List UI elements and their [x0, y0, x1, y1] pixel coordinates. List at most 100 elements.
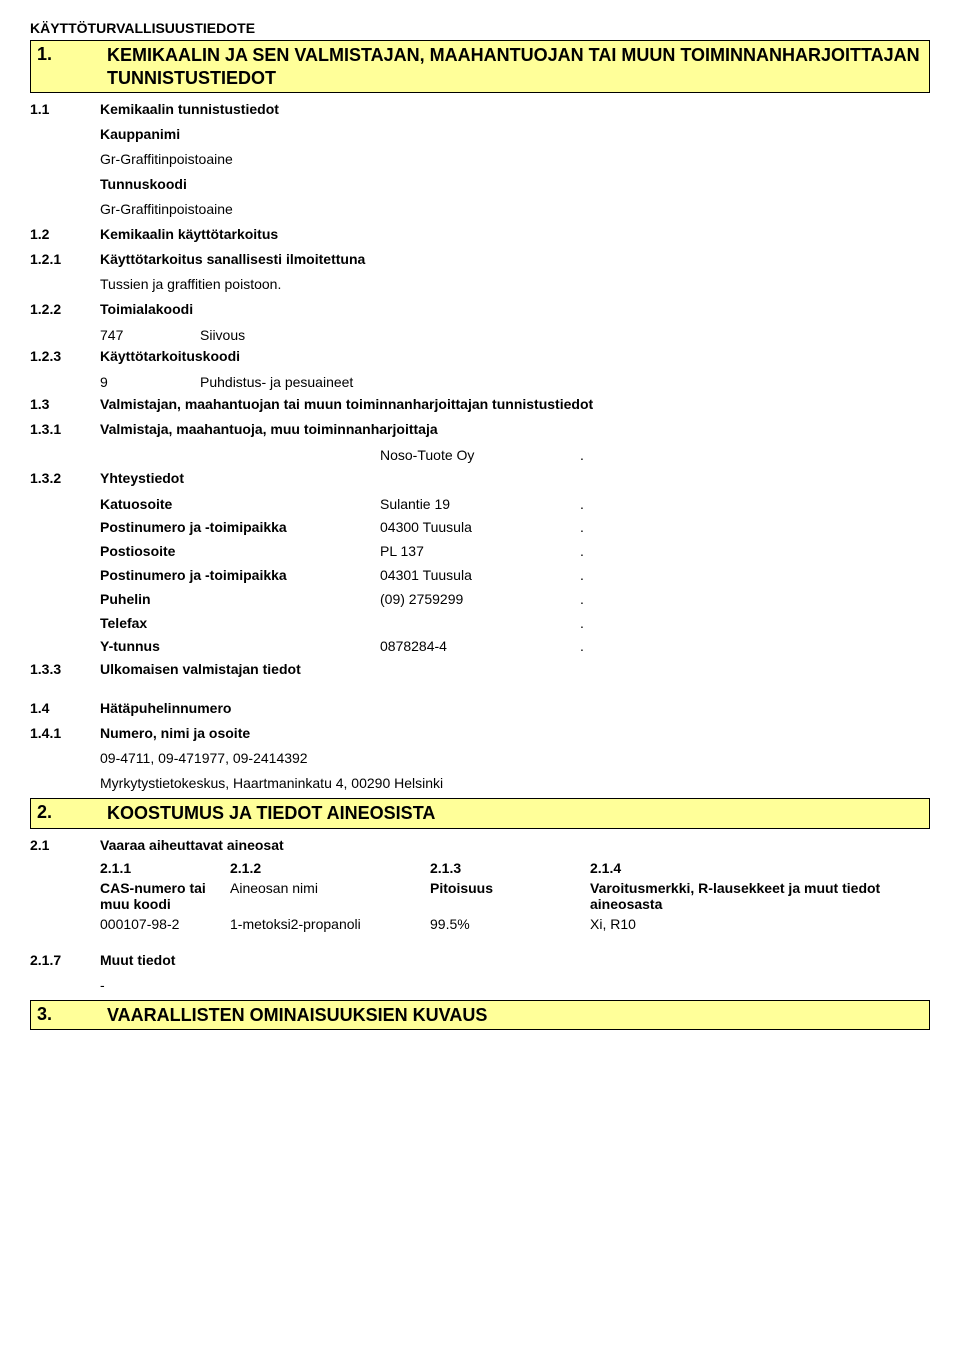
- contact-value: 0878284-4: [380, 635, 580, 659]
- row-1-3-1: 1.3.1 Valmistaja, maahantuoja, muu toimi…: [30, 419, 930, 440]
- key-1-3-1: 1.3.1: [30, 419, 100, 440]
- label-1-2-1: Käyttötarkoitus sanallisesti ilmoitettun…: [100, 249, 380, 270]
- value-1-4-1b: Myrkytystietokeskus, Haartmaninkatu 4, 0…: [30, 773, 930, 794]
- value-1-2-2: 747 Siivous: [30, 324, 930, 346]
- tunnuskoodi-label-row: Tunnuskoodi: [30, 174, 930, 195]
- contact-row: Postiosoite PL 137 .: [30, 540, 930, 564]
- value-1-4-1a: 09-4711, 09-471977, 09-2414392: [30, 748, 930, 769]
- section-3-title: VAARALLISTEN OMINAISUUKSIEN KUVAUS: [107, 1004, 487, 1027]
- warning-value: Xi, R10: [590, 916, 930, 932]
- contact-label: Y-tunnus: [100, 635, 380, 659]
- key-1-2: 1.2: [30, 224, 100, 245]
- label-1-4: Hätäpuhelinnumero: [100, 698, 380, 719]
- contact-value: 04301 Tuusula: [380, 564, 580, 588]
- dot: .: [580, 564, 600, 588]
- section-2-num: 2.: [37, 802, 107, 823]
- cas-value: 000107-98-2: [100, 916, 230, 932]
- contact-value: 04300 Tuusula: [380, 516, 580, 540]
- value-1-3-1-row: Noso-Tuote Oy .: [30, 444, 930, 468]
- tunnuskoodi-value: Gr-Graffitinpoistoaine: [100, 199, 233, 220]
- label-1-3-3: Ulkomaisen valmistajan tiedot: [100, 659, 380, 680]
- key-1-3-3: 1.3.3: [30, 659, 100, 680]
- col-warning-label: Varoitusmerkki, R-lausekkeet ja muut tie…: [590, 880, 930, 912]
- tunnuskoodi-value-row: Gr-Graffitinpoistoaine: [30, 199, 930, 220]
- contact-row: Telefax .: [30, 612, 930, 636]
- label-1-2-2: Toimialakoodi: [100, 299, 380, 320]
- dot: .: [580, 444, 600, 468]
- key-1-3: 1.3: [30, 394, 100, 415]
- col-2-1-4: 2.1.4: [590, 860, 930, 876]
- contact-label: Postinumero ja -toimipaikka: [100, 516, 380, 540]
- col-2-1-3: 2.1.3: [430, 860, 590, 876]
- dot: .: [580, 612, 600, 636]
- row-1-1: 1.1 Kemikaalin tunnistustiedot: [30, 99, 930, 120]
- key-1-2-3: 1.2.3: [30, 346, 100, 367]
- dot: .: [580, 540, 600, 564]
- key-2-1-7: 2.1.7: [30, 950, 100, 971]
- row-1-3-3: 1.3.3 Ulkomaisen valmistajan tiedot: [30, 659, 930, 680]
- key-1-2-1: 1.2.1: [30, 249, 100, 270]
- contact-label: Postiosoite: [100, 540, 380, 564]
- label-1-1: Kemikaalin tunnistustiedot: [100, 99, 380, 120]
- contact-value: (09) 2759299: [380, 588, 580, 612]
- kauppanimi-label: Kauppanimi: [100, 124, 380, 145]
- doc-title: KÄYTTÖTURVALLISUUSTIEDOTE: [30, 20, 930, 36]
- value-2-1-7: -: [100, 975, 105, 996]
- contact-row: Postinumero ja -toimipaikka 04301 Tuusul…: [30, 564, 930, 588]
- key-1-2-2: 1.2.2: [30, 299, 100, 320]
- contact-label: Katuosoite: [100, 493, 380, 517]
- dot: .: [580, 516, 600, 540]
- dot: .: [580, 588, 600, 612]
- col-concentration-label: Pitoisuus: [430, 880, 590, 912]
- key-1-3-2: 1.3.2: [30, 468, 100, 489]
- emergency-address: Myrkytystietokeskus, Haartmaninkatu 4, 0…: [100, 773, 443, 794]
- name-value: 1-metoksi2-propanoli: [230, 916, 430, 932]
- row-1-2-1: 1.2.1 Käyttötarkoitus sanallisesti ilmoi…: [30, 249, 930, 270]
- key-2-1: 2.1: [30, 835, 100, 856]
- kauppanimi-value-row: Gr-Graffitinpoistoaine: [30, 149, 930, 170]
- contact-label: Postinumero ja -toimipaikka: [100, 564, 380, 588]
- key-1-4-1: 1.4.1: [30, 723, 100, 744]
- contact-value: Sulantie 19: [380, 493, 580, 517]
- emergency-numbers: 09-4711, 09-471977, 09-2414392: [100, 748, 308, 769]
- value-1-2-1: Tussien ja graffitien poistoon.: [100, 274, 281, 295]
- row-1-2-2: 1.2.2 Toimialakoodi: [30, 299, 930, 320]
- col-2-1-2: 2.1.2: [230, 860, 430, 876]
- value-1-2-1-row: Tussien ja graffitien poistoon.: [30, 274, 930, 295]
- row-1-2: 1.2 Kemikaalin käyttötarkoitus: [30, 224, 930, 245]
- label-2-1-7: Muut tiedot: [100, 950, 380, 971]
- value-1-3-1: Noso-Tuote Oy: [380, 444, 580, 468]
- contact-row: Postinumero ja -toimipaikka 04300 Tuusul…: [30, 516, 930, 540]
- contact-value: PL 137: [380, 540, 580, 564]
- table-head-labels: CAS-numero tai muu koodi Aineosan nimi P…: [100, 880, 930, 912]
- col-cas-label: CAS-numero tai muu koodi: [100, 880, 230, 912]
- row-1-2-3: 1.2.3 Käyttötarkoituskoodi: [30, 346, 930, 367]
- dot: .: [580, 635, 600, 659]
- label-2-1: Vaaraa aiheuttavat aineosat: [100, 835, 380, 856]
- key-1-4: 1.4: [30, 698, 100, 719]
- contact-row: Y-tunnus 0878284-4 .: [30, 635, 930, 659]
- kayttotarkoituskoodi-code: 9: [100, 371, 200, 393]
- label-1-2-3: Käyttötarkoituskoodi: [100, 346, 380, 367]
- row-1-4-1: 1.4.1 Numero, nimi ja osoite: [30, 723, 930, 744]
- label-1-3-2: Yhteystiedot: [100, 468, 380, 489]
- label-1-3-1: Valmistaja, maahantuoja, muu toiminnanha…: [100, 419, 438, 440]
- value-2-1-7-row: -: [30, 975, 930, 996]
- label-1-3: Valmistajan, maahantuojan tai muun toimi…: [100, 394, 593, 415]
- row-1-4: 1.4 Hätäpuhelinnumero: [30, 698, 930, 719]
- label-1-4-1: Numero, nimi ja osoite: [100, 723, 380, 744]
- section-1-title: KEMIKAALIN JA SEN VALMISTAJAN, MAAHANTUO…: [107, 44, 923, 89]
- col-2-1-1: 2.1.1: [100, 860, 230, 876]
- contact-value: [380, 612, 580, 636]
- table-head-nums: 2.1.1 2.1.2 2.1.3 2.1.4: [100, 860, 930, 876]
- label-1-2: Kemikaalin käyttötarkoitus: [100, 224, 380, 245]
- toimialakoodi-code: 747: [100, 324, 200, 346]
- contact-label: Puhelin: [100, 588, 380, 612]
- toimialakoodi-text: Siivous: [200, 324, 930, 346]
- row-2-1-7: 2.1.7 Muut tiedot: [30, 950, 930, 971]
- contact-label: Telefax: [100, 612, 380, 636]
- section-3-header: 3. VAARALLISTEN OMINAISUUKSIEN KUVAUS: [30, 1000, 930, 1031]
- kauppanimi-label-row: Kauppanimi: [30, 124, 930, 145]
- contact-row: Katuosoite Sulantie 19 .: [30, 493, 930, 517]
- value-1-2-3: 9 Puhdistus- ja pesuaineet: [30, 371, 930, 393]
